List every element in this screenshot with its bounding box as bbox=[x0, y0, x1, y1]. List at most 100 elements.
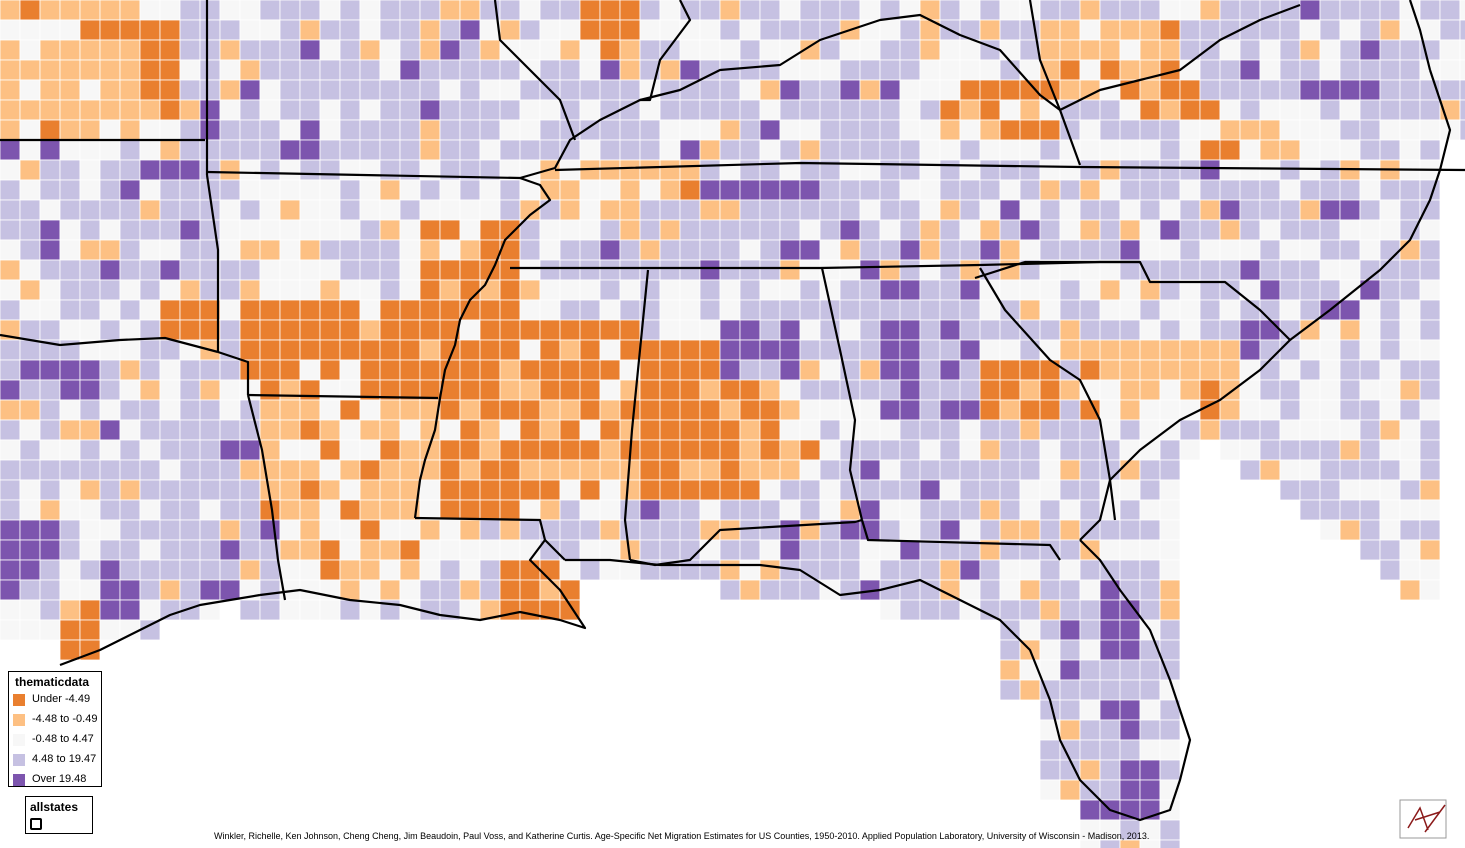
county-cell bbox=[819, 119, 841, 141]
county-cell bbox=[99, 379, 121, 401]
county-cell bbox=[1179, 299, 1201, 321]
county-cell bbox=[139, 279, 161, 301]
county-cell bbox=[979, 99, 1001, 121]
county-cell bbox=[0, 439, 21, 461]
county-cell bbox=[239, 439, 261, 461]
county-cell bbox=[139, 99, 161, 121]
county-cell bbox=[0, 179, 21, 201]
county-cell bbox=[979, 299, 1001, 321]
county-cell bbox=[1419, 259, 1441, 281]
county-cell bbox=[759, 559, 781, 581]
county-cell bbox=[719, 379, 741, 401]
county-cell bbox=[699, 439, 721, 461]
county-cell bbox=[99, 239, 121, 261]
county-cell bbox=[719, 99, 741, 121]
legend-label: -4.48 to -0.49 bbox=[32, 713, 98, 725]
county-cell bbox=[1219, 299, 1241, 321]
county-cell bbox=[799, 499, 821, 521]
county-cell bbox=[139, 319, 161, 341]
county-cell bbox=[219, 119, 241, 141]
county-cell bbox=[1099, 539, 1121, 561]
county-cell bbox=[919, 519, 941, 541]
county-cell bbox=[1379, 39, 1401, 61]
county-cell bbox=[739, 139, 761, 161]
county-cell bbox=[1139, 179, 1161, 201]
county-cell bbox=[619, 99, 641, 121]
county-cell bbox=[579, 279, 601, 301]
county-cell bbox=[679, 379, 701, 401]
county-cell bbox=[859, 39, 881, 61]
county-cell bbox=[1319, 19, 1341, 41]
county-cell bbox=[1279, 219, 1301, 241]
county-cell bbox=[539, 319, 561, 341]
county-cell bbox=[419, 319, 441, 341]
county-cell bbox=[1059, 39, 1081, 61]
county-cell bbox=[1079, 499, 1101, 521]
county-cell bbox=[239, 499, 261, 521]
county-cell bbox=[479, 339, 501, 361]
county-cell bbox=[1119, 499, 1141, 521]
county-cell bbox=[19, 179, 41, 201]
county-cell bbox=[859, 419, 881, 441]
county-cell bbox=[1339, 19, 1361, 41]
county-cell bbox=[839, 99, 861, 121]
county-cell bbox=[1079, 99, 1101, 121]
county-cell bbox=[619, 219, 641, 241]
county-cell bbox=[1159, 759, 1181, 781]
county-cell bbox=[279, 499, 301, 521]
county-cell bbox=[499, 299, 521, 321]
county-cell bbox=[59, 139, 81, 161]
county-cell bbox=[219, 259, 241, 281]
county-cell bbox=[819, 99, 841, 121]
county-cell bbox=[119, 59, 141, 81]
county-cell bbox=[639, 39, 661, 61]
county-cell bbox=[1379, 119, 1401, 141]
county-cell bbox=[0, 39, 21, 61]
county-cell bbox=[1299, 159, 1321, 181]
county-cell bbox=[1299, 79, 1321, 101]
county-cell bbox=[539, 439, 561, 461]
county-cell bbox=[1259, 19, 1281, 41]
county-cell bbox=[299, 279, 321, 301]
county-cell bbox=[299, 79, 321, 101]
county-cell bbox=[1279, 379, 1301, 401]
county-cell bbox=[739, 559, 761, 581]
county-cell bbox=[1119, 239, 1141, 261]
county-cell bbox=[79, 619, 101, 641]
county-cell bbox=[899, 19, 921, 41]
county-cell bbox=[559, 419, 581, 441]
county-cell bbox=[1159, 99, 1181, 121]
county-cell bbox=[1319, 179, 1341, 201]
county-cell bbox=[539, 199, 561, 221]
county-cell bbox=[379, 99, 401, 121]
county-cell bbox=[739, 39, 761, 61]
county-cell bbox=[319, 179, 341, 201]
county-cell bbox=[159, 279, 181, 301]
county-cell bbox=[799, 119, 821, 141]
county-cell bbox=[1319, 379, 1341, 401]
county-cell bbox=[259, 219, 281, 241]
county-cell bbox=[859, 499, 881, 521]
county-cell bbox=[599, 99, 621, 121]
county-cell bbox=[719, 179, 741, 201]
county-cell bbox=[1339, 219, 1361, 241]
county-cell bbox=[339, 199, 361, 221]
county-cell bbox=[399, 219, 421, 241]
county-cell bbox=[199, 579, 221, 601]
county-cell bbox=[699, 199, 721, 221]
county-cell bbox=[1119, 439, 1141, 461]
county-cell bbox=[39, 499, 61, 521]
county-cell bbox=[819, 199, 841, 221]
county-cell bbox=[79, 299, 101, 321]
county-cell bbox=[779, 0, 801, 21]
county-cell bbox=[219, 459, 241, 481]
county-cell bbox=[639, 379, 661, 401]
county-cell bbox=[439, 99, 461, 121]
county-cell bbox=[639, 119, 661, 141]
county-cell bbox=[59, 259, 81, 281]
county-cell bbox=[1139, 399, 1161, 421]
county-cell bbox=[119, 419, 141, 441]
county-cell bbox=[999, 379, 1021, 401]
county-cell bbox=[759, 59, 781, 81]
county-cell bbox=[859, 299, 881, 321]
